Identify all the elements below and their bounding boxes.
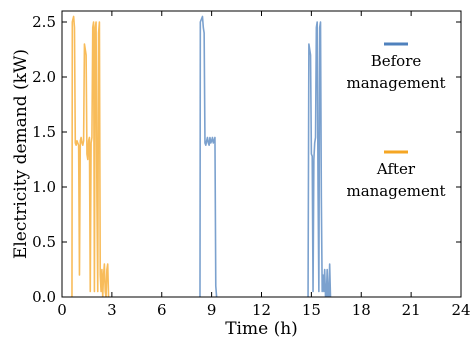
x-tick-label: 24 <box>451 301 470 319</box>
series-layer <box>71 15 332 297</box>
y-tick-label: 1.5 <box>32 123 56 141</box>
tick-labels: 0 3 6 9 12 15 18 21 24 0.0 0.5 1.0 1.5 2.0 2.5 <box>32 13 470 319</box>
legend-label-before-line2: management <box>346 74 445 92</box>
legend: Before management After management <box>346 42 446 200</box>
legend-label-after: After <box>376 160 416 178</box>
series-line-before-0 <box>199 15 218 297</box>
y-axis-title: Electricity demand (kW) <box>11 49 31 259</box>
series-line-after-0 <box>71 15 110 297</box>
ticks-layer <box>61 11 462 298</box>
legend-label-before: Before <box>371 52 422 70</box>
y-tick-label: 0.0 <box>32 288 56 306</box>
x-tick-label: 6 <box>157 301 167 319</box>
x-tick-label: 21 <box>402 301 421 319</box>
x-tick-label: 3 <box>107 301 117 319</box>
legend-label-after-line2: management <box>346 182 445 200</box>
x-tick-label: 9 <box>207 301 217 319</box>
y-tick-label: 1.0 <box>32 178 56 196</box>
y-tick-label: 2.0 <box>32 68 56 86</box>
x-axis-title: Time (h) <box>225 319 298 339</box>
y-tick-label: 2.5 <box>32 13 56 31</box>
x-tick-label: 0 <box>57 301 67 319</box>
x-tick-label: 18 <box>352 301 371 319</box>
x-tick-label: 15 <box>302 301 321 319</box>
series-line-before-1 <box>307 21 332 297</box>
x-tick-label: 12 <box>252 301 271 319</box>
y-tick-label: 0.5 <box>32 233 56 251</box>
